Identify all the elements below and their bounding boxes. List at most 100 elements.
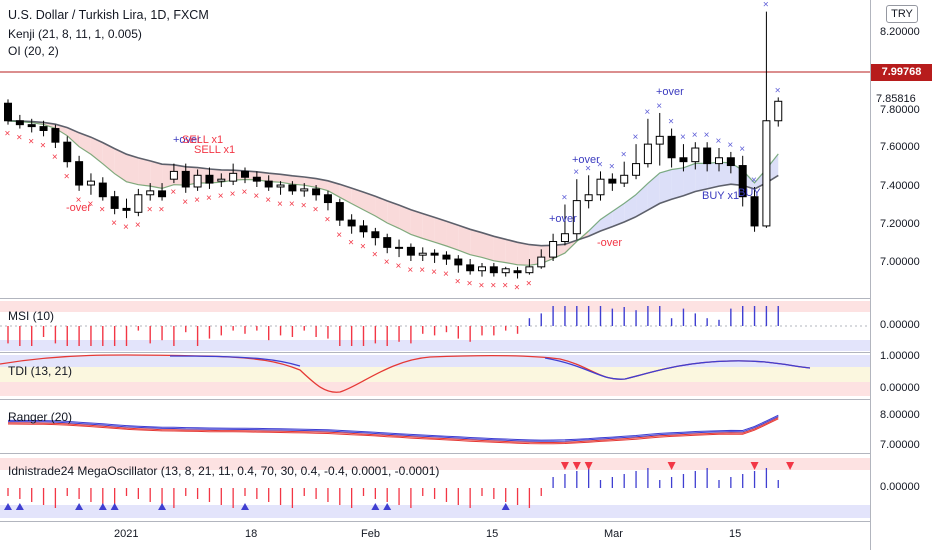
candle-body xyxy=(39,126,48,131)
buy-cross-marker: × xyxy=(751,175,757,186)
sell-cross-marker: × xyxy=(455,277,461,288)
candle-body xyxy=(181,170,190,188)
indicator-legend-oi[interactable]: OI (20, 2) xyxy=(8,44,59,58)
candle-body xyxy=(241,170,249,178)
candle-body xyxy=(774,100,783,122)
price-tick: 7.00000 xyxy=(880,256,920,268)
pane-divider-mega[interactable] xyxy=(0,453,870,454)
candle-body xyxy=(738,165,747,198)
candle-body xyxy=(596,178,605,196)
time-tick: 15 xyxy=(729,528,742,540)
ranger-tick: 7.00000 xyxy=(880,439,920,451)
current-price-label: 7.85816 xyxy=(876,93,916,105)
time-axis-divider xyxy=(0,521,870,522)
ranger-band-line xyxy=(8,414,779,441)
sell-cross-marker: × xyxy=(99,205,105,216)
kenji-cloud-segment xyxy=(280,174,293,185)
kenji-cloud-segment xyxy=(90,137,103,164)
ranger-band-line xyxy=(7,418,779,445)
mega-down-triangle xyxy=(667,462,676,470)
mega-down-triangle xyxy=(750,462,759,470)
mega-up-triangle xyxy=(4,503,12,510)
sell-cross-marker: × xyxy=(206,193,212,204)
annotation-over-plus: +over xyxy=(549,213,577,225)
indicator-legend-tdi[interactable]: TDI (13, 21) xyxy=(8,364,73,378)
indicator-legend-ranger[interactable]: Ranger (20) xyxy=(8,410,73,424)
buy-cross-marker: × xyxy=(739,144,745,155)
kenji-cloud-segment xyxy=(375,196,388,224)
price-tick: 7.40000 xyxy=(880,180,920,192)
candle-body xyxy=(489,266,498,274)
candle-body xyxy=(513,270,522,274)
candle-body xyxy=(300,188,309,192)
candle-body xyxy=(288,184,297,192)
indicator-legend-msi[interactable]: MSI (10) xyxy=(8,309,55,323)
mega-upper-band xyxy=(0,458,870,470)
sell-cross-marker: × xyxy=(230,189,236,200)
candle-body xyxy=(703,147,712,165)
indicator-legend-kenji[interactable]: Kenji (21, 8, 11, 1, 0.005) xyxy=(8,27,142,41)
candle-body xyxy=(63,141,72,163)
time-tick: Mar xyxy=(604,528,623,540)
kenji-cloud-segment xyxy=(707,162,719,189)
candle-body xyxy=(525,266,534,274)
kenji-cloud-segment xyxy=(150,160,163,189)
candle-body xyxy=(347,219,356,227)
kenji-cloud-segment xyxy=(458,225,471,255)
kenji-cloud-segment xyxy=(612,203,625,227)
indicator-legend-mega[interactable]: Idnistrade24 MegaOscillator (13, 8, 21, … xyxy=(8,464,440,478)
pane-divider-ranger[interactable] xyxy=(0,399,870,400)
buy-cross-marker: × xyxy=(692,130,698,141)
time-tick: 18 xyxy=(245,528,258,540)
kenji-cloud-segment xyxy=(138,157,151,187)
sell-cross-marker: × xyxy=(514,283,520,294)
sell-cross-marker: × xyxy=(218,191,224,202)
buy-cross-marker: × xyxy=(656,101,662,112)
sell-cross-marker: × xyxy=(40,140,46,151)
candle-body xyxy=(169,170,178,180)
pane-divider-msi[interactable] xyxy=(0,298,870,299)
mega-up-triangle xyxy=(371,503,380,510)
price-tick: 8.20000 xyxy=(880,26,920,38)
mega-up-triangle xyxy=(75,503,84,510)
buy-cross-marker: × xyxy=(585,163,591,174)
symbol-title[interactable]: U.S. Dollar / Turkish Lira, 1D, FXCM xyxy=(8,8,209,22)
kenji-cloud-segment xyxy=(422,213,435,243)
candle-body xyxy=(359,225,368,233)
kenji-cloud-segment xyxy=(647,172,660,211)
sell-cross-marker: × xyxy=(16,133,22,144)
candle-body xyxy=(264,180,273,188)
annotation-over-plus: +over xyxy=(656,86,684,98)
candle-body xyxy=(110,196,119,209)
mega-down-triangle xyxy=(786,462,795,470)
currency-button[interactable]: TRY xyxy=(886,5,918,23)
candle-body xyxy=(560,233,569,243)
msi-lower-band xyxy=(0,340,870,351)
candle-body xyxy=(750,196,759,227)
candle-body xyxy=(406,246,415,256)
sell-cross-marker: × xyxy=(242,187,248,198)
buy-cross-marker: × xyxy=(727,140,733,151)
candle-body xyxy=(667,135,676,159)
sell-cross-marker: × xyxy=(502,281,508,292)
candle-body xyxy=(75,161,84,186)
kenji-cloud-segment xyxy=(482,232,494,261)
mega-down-triangle xyxy=(572,462,581,470)
sell-cross-marker: × xyxy=(135,220,141,231)
kenji-fast-line xyxy=(7,120,779,266)
sell-cross-marker: × xyxy=(194,195,200,206)
kenji-cloud-segment xyxy=(493,236,506,263)
sell-cross-marker: × xyxy=(265,195,271,206)
annotation-buy: BUY x1 xyxy=(702,190,740,202)
kenji-cloud-segment xyxy=(292,175,305,186)
candle-body xyxy=(430,252,439,256)
tdi-tick: 0.00000 xyxy=(880,382,920,394)
pane-divider-tdi[interactable] xyxy=(0,352,870,353)
msi-tick: 0.00000 xyxy=(880,319,920,331)
candle-body xyxy=(726,157,735,167)
last-price-badge: 7.99768 xyxy=(871,64,932,81)
candle-body xyxy=(134,194,143,213)
buy-cross-marker: × xyxy=(644,107,650,118)
